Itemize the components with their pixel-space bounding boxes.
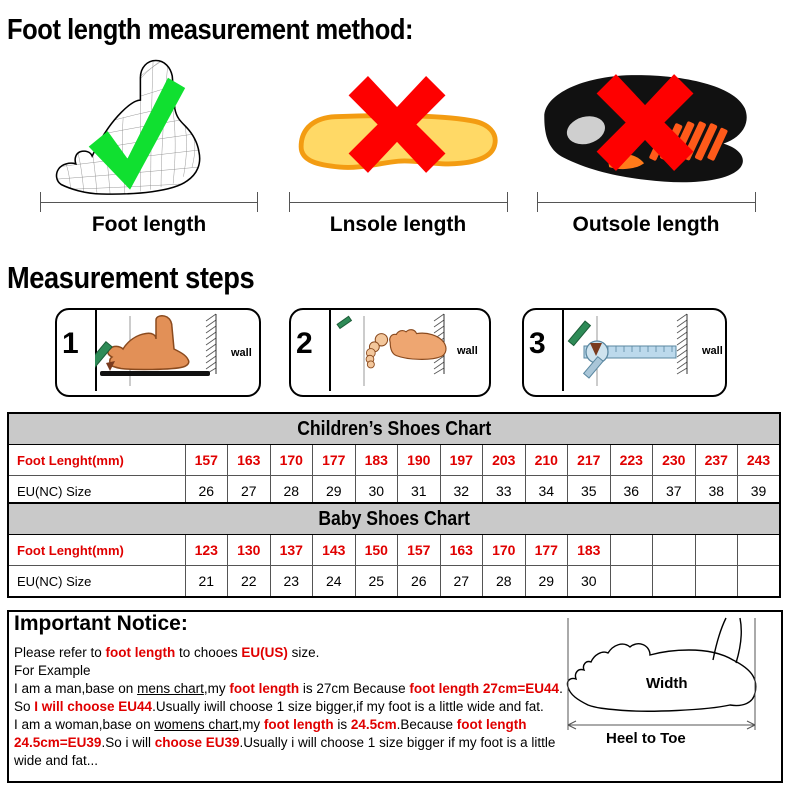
svg-text:Heel to Toe: Heel to Toe [606, 730, 686, 747]
svg-text:Width: Width [646, 675, 688, 692]
svg-text:wall: wall [230, 347, 252, 359]
svg-text:wall: wall [701, 345, 723, 357]
svg-text:wall: wall [456, 345, 478, 357]
